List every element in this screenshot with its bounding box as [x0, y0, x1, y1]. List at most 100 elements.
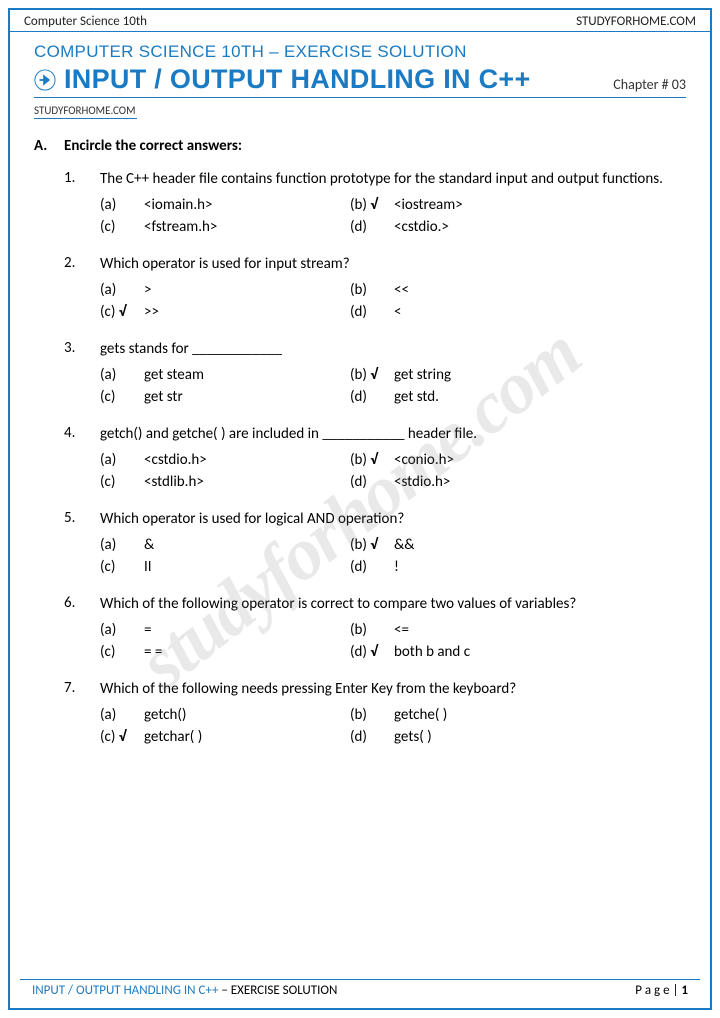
option: (a)getch()	[100, 706, 350, 724]
option-text: <cstdio.>	[394, 218, 449, 236]
option: (c)get str	[100, 388, 350, 406]
option-text: <conio.h>	[394, 451, 454, 469]
question-text: Which operator is used for logical AND o…	[100, 509, 686, 530]
option: (a)<cstdio.h>	[100, 451, 350, 469]
question-block: 2.Which operator is used for input strea…	[34, 254, 686, 321]
option-text: <fstream.h>	[144, 218, 217, 236]
option-label: (b)	[350, 536, 394, 554]
option: (d)both b and c	[350, 643, 686, 661]
option-text: getche( )	[394, 706, 447, 724]
option-label: (b)	[350, 196, 394, 214]
question-row: 3.gets stands for ____________	[64, 339, 686, 360]
questions-container: 1.The C++ header file contains function …	[34, 169, 686, 746]
option-text: II	[144, 558, 152, 576]
option-text: <cstdio.h>	[144, 451, 207, 469]
option-label: (c)	[100, 643, 144, 661]
question-number: 5.	[64, 509, 100, 530]
options-row: (c)<stdlib.h>(d)<stdio.h>	[64, 473, 686, 491]
option: (c)getchar( )	[100, 728, 350, 746]
title-row: INPUT / OUTPUT HANDLING IN C++ Chapter #…	[34, 64, 686, 98]
option: (d)!	[350, 558, 686, 576]
options-row: (a)<cstdio.h>(b)<conio.h>	[64, 451, 686, 469]
option-label: (c)	[100, 388, 144, 406]
section-header: A. Encircle the correct answers:	[34, 137, 686, 155]
option-label: (b)	[350, 281, 394, 299]
option-text: get steam	[144, 366, 204, 384]
option-label: (b)	[350, 706, 394, 724]
page-title: INPUT / OUTPUT HANDLING IN C++	[64, 64, 531, 95]
question-block: 3.gets stands for ____________ (a)get ste…	[34, 339, 686, 406]
option-text: get std.	[394, 388, 439, 406]
options-row: (a)get steam(b)get string	[64, 366, 686, 384]
question-text: gets stands for ____________	[100, 339, 686, 360]
option: (d)get std.	[350, 388, 686, 406]
option-label: (a)	[100, 536, 144, 554]
option-label: (d)	[350, 388, 394, 406]
option: (b)<iostream>	[350, 196, 686, 214]
header-right: STUDYFORHOME.COM	[576, 14, 696, 29]
option-text: getchar( )	[144, 728, 202, 746]
question-block: 1.The C++ header file contains function …	[34, 169, 686, 236]
options-row: (a)&(b)&&	[64, 536, 686, 554]
options-row: (a)>(b)<<	[64, 281, 686, 299]
option: (c)II	[100, 558, 350, 576]
option-text: =	[144, 621, 151, 639]
option-text: <	[394, 303, 401, 321]
option-text: >	[144, 281, 151, 299]
options-row: (a)getch()(b)getche( )	[64, 706, 686, 724]
chapter-number: Chapter # 03	[613, 76, 686, 95]
site-under-title: STUDYFORHOME.COM	[34, 104, 137, 119]
footer-subtitle: – EXERCISE SOLUTION	[218, 983, 337, 998]
question-number: 3.	[64, 339, 100, 360]
question-row: 4.getch() and getche( ) are included in …	[64, 424, 686, 445]
option-text: <stdlib.h>	[144, 473, 204, 491]
option-label: (c)	[100, 218, 144, 236]
options-row: (c)II(d)!	[64, 558, 686, 576]
option-text: get str	[144, 388, 183, 406]
option: (b)<conio.h>	[350, 451, 686, 469]
page-header: Computer Science 10th STUDYFORHOME.COM	[10, 10, 710, 32]
option: (a)=	[100, 621, 350, 639]
options-row: (c)getchar( )(d)gets( )	[64, 728, 686, 746]
question-number: 4.	[64, 424, 100, 445]
option-text: &&	[394, 536, 414, 554]
question-block: 7.Which of the following needs pressing …	[34, 679, 686, 746]
option-label: (b)	[350, 621, 394, 639]
question-text: getch() and getche( ) are included in __…	[100, 424, 686, 445]
option-label: (a)	[100, 621, 144, 639]
section-title: Encircle the correct answers:	[64, 137, 242, 155]
option: (a)&	[100, 536, 350, 554]
option-text: <stdio.h>	[394, 473, 450, 491]
option: (d)<	[350, 303, 686, 321]
footer-title: INPUT / OUTPUT HANDLING IN C++	[32, 983, 218, 998]
page-label: P a g e |	[635, 983, 681, 998]
page-border: Computer Science 10th STUDYFORHOME.COM C…	[8, 8, 712, 1010]
question-number: 2.	[64, 254, 100, 275]
option-text: = =	[144, 643, 162, 661]
title-main: INPUT / OUTPUT HANDLING IN C++	[34, 64, 531, 95]
option-label: (b)	[350, 451, 394, 469]
option: (a)<iomain.h>	[100, 196, 350, 214]
course-line: COMPUTER SCIENCE 10TH – EXERCISE SOLUTIO…	[34, 42, 686, 62]
page-number: 1	[681, 983, 688, 998]
section-letter: A.	[34, 137, 64, 155]
arrow-right-icon	[34, 69, 56, 91]
option-text: <iostream>	[394, 196, 463, 214]
option: (c)<fstream.h>	[100, 218, 350, 236]
option-label: (d)	[350, 558, 394, 576]
option: (d)gets( )	[350, 728, 686, 746]
question-text: The C++ header file contains function pr…	[100, 169, 686, 190]
option-label: (d)	[350, 643, 394, 661]
question-block: 4.getch() and getche( ) are included in …	[34, 424, 686, 491]
question-row: 1.The C++ header file contains function …	[64, 169, 686, 190]
question-row: 6.Which of the following operator is cor…	[64, 594, 686, 615]
question-block: 6.Which of the following operator is cor…	[34, 594, 686, 661]
option: (c)<stdlib.h>	[100, 473, 350, 491]
option-label: (c)	[100, 558, 144, 576]
option: (d)<stdio.h>	[350, 473, 686, 491]
option: (a)>	[100, 281, 350, 299]
option-text: >>	[144, 303, 159, 321]
footer-right: P a g e | 1	[635, 983, 688, 998]
option-text: <<	[394, 281, 409, 299]
page-footer: INPUT / OUTPUT HANDLING IN C++ – EXERCIS…	[20, 979, 700, 998]
